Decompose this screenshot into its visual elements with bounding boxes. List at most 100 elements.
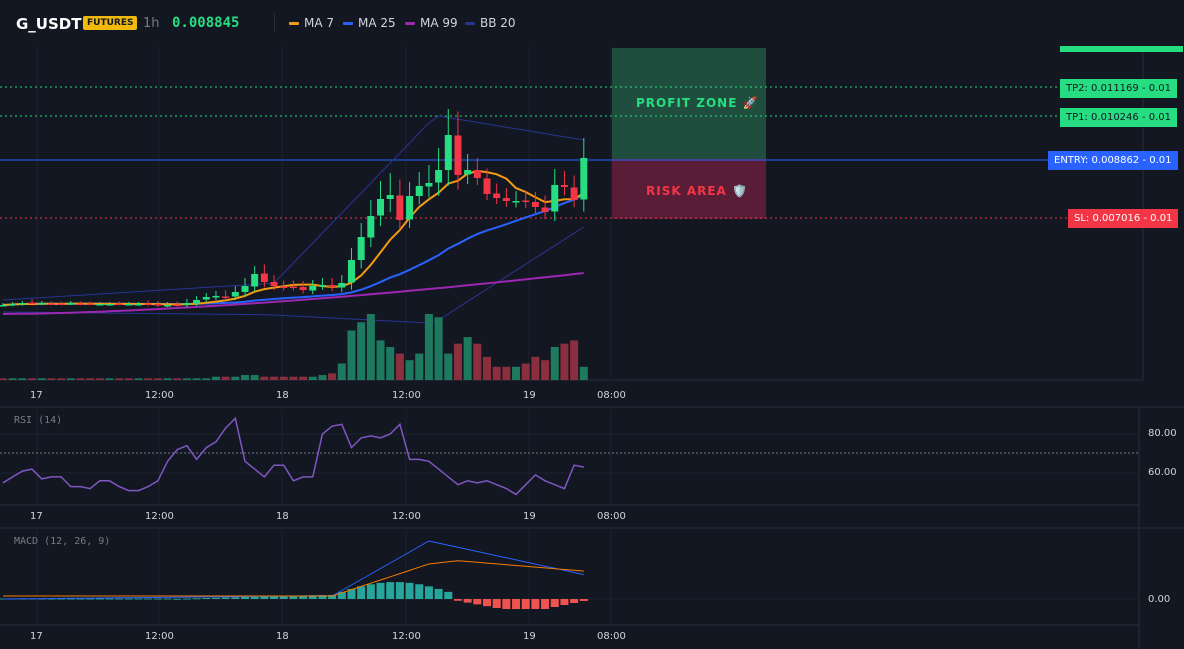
- macd-histogram-bar: [395, 582, 404, 599]
- volume-bar: [434, 317, 443, 380]
- macd-histogram-bar: [512, 599, 521, 609]
- candle-body: [115, 303, 123, 305]
- candle-body: [560, 185, 568, 187]
- macd-histogram-bar: [386, 582, 395, 599]
- macd-histogram-bar: [318, 595, 327, 599]
- macd-histogram-bar: [453, 599, 462, 601]
- volume-bar: [328, 373, 337, 380]
- macd-histogram-bar: [76, 598, 85, 600]
- bb-upper-line: [2, 115, 584, 301]
- candle-body: [444, 135, 452, 170]
- time-tick-label: 19: [523, 631, 536, 642]
- volume-bar: [453, 343, 462, 380]
- bb-lower-line: [2, 226, 585, 324]
- candle-body: [289, 286, 297, 288]
- candle-body: [435, 170, 443, 183]
- candle-body: [183, 303, 191, 305]
- volume-bar: [260, 376, 269, 380]
- rsi-line: [2, 416, 584, 496]
- volume-bar: [521, 363, 530, 380]
- macd-histogram-bar: [124, 598, 133, 600]
- candle-body: [47, 303, 55, 305]
- volume-bar: [541, 360, 550, 380]
- sl-price-tag[interactable]: SL: 0.007016 - 0.01: [1068, 209, 1179, 228]
- candle-body: [318, 285, 326, 287]
- time-tick-label: 17: [30, 631, 43, 642]
- volume-bar: [144, 378, 153, 380]
- ma25-swatch-icon: [343, 21, 353, 25]
- volume-bar: [173, 378, 182, 380]
- chart-header: G_USDT FUTURES 1h 0.008845 MA 7 MA 25 MA…: [0, 0, 1184, 46]
- macd-histogram-bar: [347, 588, 356, 599]
- time-tick-label: 19: [523, 390, 536, 401]
- top-price-marker: [1060, 46, 1183, 52]
- macd-histogram-bar: [202, 598, 211, 599]
- time-tick-label: 08:00: [597, 511, 626, 522]
- candle-body: [357, 237, 365, 260]
- candle-body: [580, 158, 588, 200]
- candle-body: [251, 274, 259, 287]
- volume-bar: [47, 378, 56, 380]
- legend-ma25[interactable]: MA 25: [343, 16, 396, 30]
- legend-ma99-label: MA 99: [420, 16, 458, 30]
- candle-body: [367, 216, 375, 238]
- time-tick-label: 12:00: [145, 511, 174, 522]
- macd-signal-line: [3, 560, 584, 597]
- volume-bar: [502, 366, 511, 380]
- candle-body: [425, 183, 433, 187]
- volume-bar: [405, 360, 414, 380]
- macd-histogram-bar: [66, 598, 75, 600]
- macd-histogram-bar: [434, 588, 443, 599]
- candle-body: [386, 195, 394, 199]
- tp2-price-tag[interactable]: TP2: 0.011169 - 0.01: [1060, 79, 1177, 98]
- legend-bb20[interactable]: BB 20: [465, 16, 516, 30]
- macd-histogram-bar: [502, 599, 511, 609]
- volume-bar: [18, 378, 27, 380]
- macd-histogram-bar: [95, 598, 104, 600]
- tp1-price-tag[interactable]: TP1: 0.010246 - 0.01: [1060, 108, 1177, 127]
- candle-body: [570, 187, 578, 200]
- macd-histogram-bar: [279, 596, 288, 599]
- symbol-name[interactable]: G_USDT: [16, 15, 82, 33]
- candle-body: [299, 287, 307, 290]
- candle-body: [193, 300, 201, 304]
- volume-bar: [415, 353, 424, 380]
- entry-price-tag[interactable]: ENTRY: 0.008862 - 0.01: [1048, 151, 1178, 170]
- time-tick-label: 08:00: [597, 631, 626, 642]
- risk-area-label: RISK AREA 🛡️: [646, 184, 748, 198]
- header-divider: [274, 14, 275, 32]
- macd-histogram-bar: [357, 586, 366, 599]
- volume-bar: [105, 378, 114, 380]
- candle-body: [406, 196, 414, 220]
- time-tick-label: 12:00: [145, 390, 174, 401]
- candle-body: [202, 297, 210, 300]
- macd-histogram-bar: [221, 597, 230, 599]
- time-tick-label: 12:00: [392, 511, 421, 522]
- macd-histogram-bar: [366, 584, 375, 599]
- time-tick-label: 12:00: [145, 631, 174, 642]
- candle-body: [377, 199, 385, 216]
- volume-bar: [231, 376, 240, 380]
- candle-body: [541, 207, 549, 212]
- timeframe-label[interactable]: 1h: [143, 16, 160, 31]
- macd-histogram-bar: [541, 599, 550, 609]
- volume-bar: [66, 378, 75, 380]
- candle-body: [173, 304, 181, 306]
- volume-bar: [279, 376, 288, 380]
- candle-body: [454, 135, 462, 175]
- legend-ma25-label: MA 25: [358, 16, 396, 30]
- candle-body: [473, 170, 481, 178]
- volume-bar: [299, 376, 308, 380]
- macd-histogram-bar: [376, 582, 385, 599]
- candle-body: [222, 296, 230, 298]
- volume-bar: [211, 376, 220, 380]
- candle-body: [28, 302, 36, 304]
- macd-histogram-bar: [211, 597, 220, 599]
- legend-ma99[interactable]: MA 99: [405, 16, 458, 30]
- macd-histogram-bar: [86, 598, 95, 600]
- macd-histogram-bar: [299, 595, 308, 599]
- legend-ma7[interactable]: MA 7: [289, 16, 334, 30]
- candle-body: [38, 303, 46, 305]
- macd-histogram-bar: [231, 597, 240, 599]
